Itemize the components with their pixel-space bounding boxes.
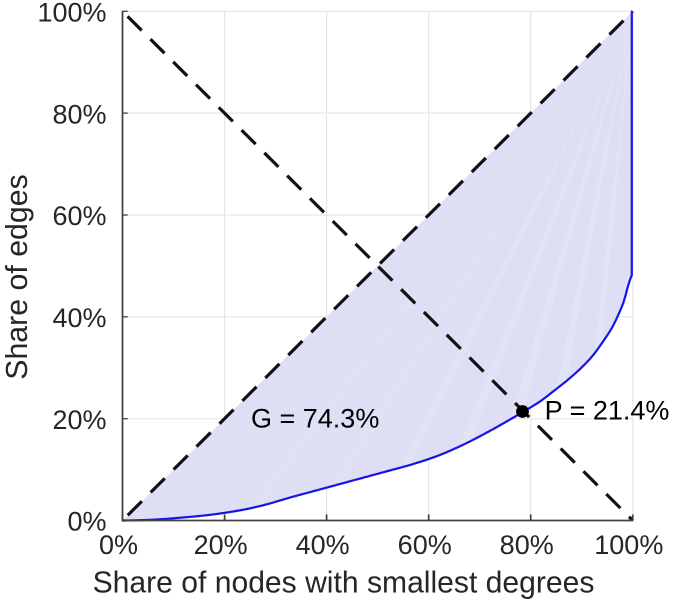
svg-text:0%: 0% [99,530,138,560]
svg-text:0%: 0% [67,507,106,537]
svg-text:Share of edges: Share of edges [1,174,34,380]
svg-text:Share of nodes with smallest d: Share of nodes with smallest degrees [93,566,595,599]
svg-text:20%: 20% [52,405,106,435]
svg-text:40%: 40% [296,530,350,560]
svg-text:40%: 40% [52,303,106,333]
svg-text:100%: 100% [594,530,663,560]
svg-text:80%: 80% [500,530,554,560]
svg-text:G = 74.3%: G = 74.3% [251,404,379,434]
svg-text:60%: 60% [52,201,106,231]
svg-text:20%: 20% [194,530,248,560]
svg-text:P = 21.4%: P = 21.4% [545,396,670,426]
svg-text:80%: 80% [52,99,106,129]
svg-text:100%: 100% [37,0,106,28]
svg-text:60%: 60% [398,530,452,560]
